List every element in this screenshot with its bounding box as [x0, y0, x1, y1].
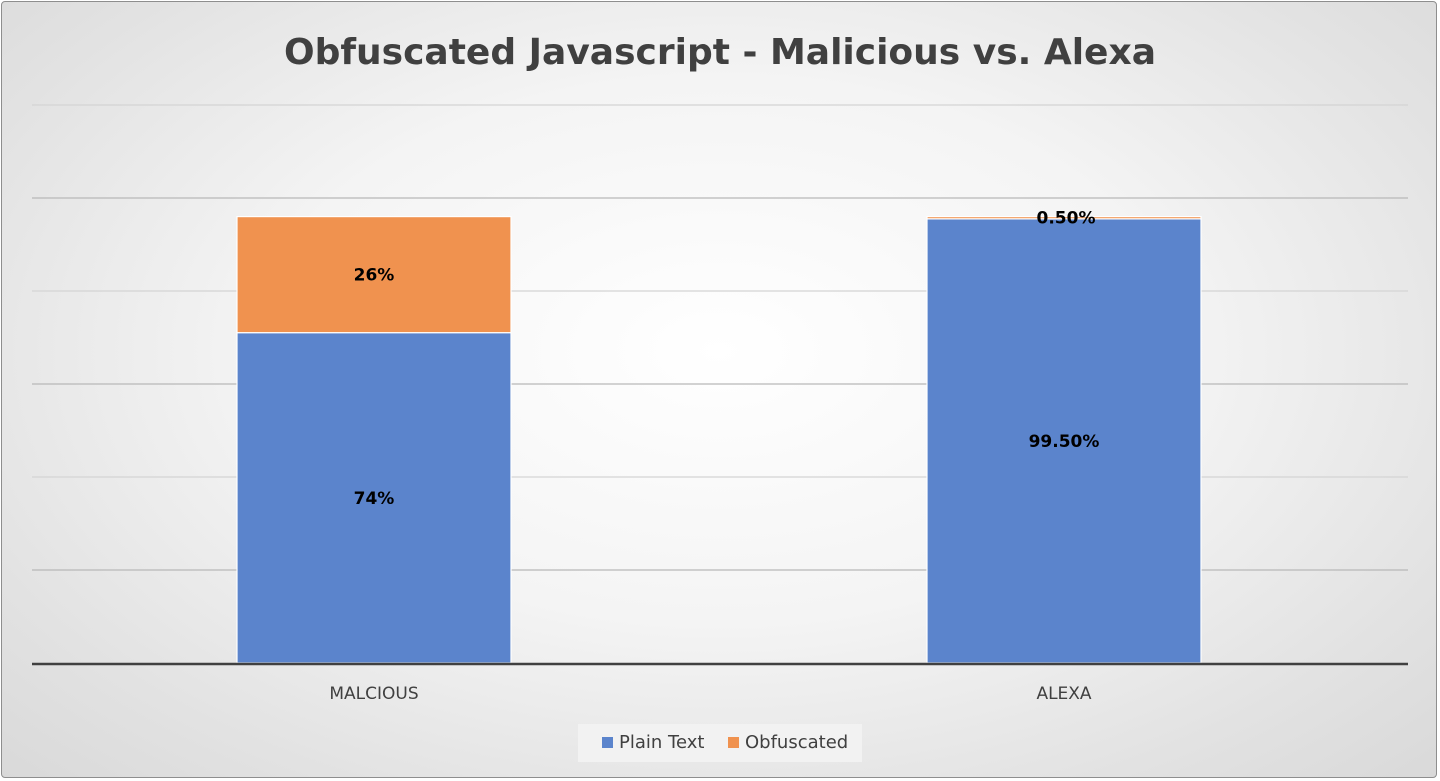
bar-obfuscated-alexa — [926, 216, 1202, 220]
category-labels: MALCIOUS ALEXA — [329, 684, 1092, 704]
bar-obfuscated-malcious — [236, 216, 512, 334]
legend-label: Plain Text — [619, 732, 704, 753]
bar-plain-text-malcious — [236, 332, 512, 664]
data-labels: 74% 26% 99.50% 0.50% — [354, 209, 1100, 509]
data-label: 99.50% — [1029, 432, 1100, 452]
legend-label: Obfuscated — [745, 732, 848, 753]
x-tick-label: MALCIOUS — [329, 684, 418, 704]
chart-title: Obfuscated Javascript - Malicious vs. Al… — [284, 32, 1156, 73]
bars — [236, 216, 1202, 664]
data-label: 0.50% — [1037, 209, 1096, 229]
legend-box — [578, 724, 862, 762]
legend-swatch — [602, 737, 613, 748]
x-tick-label: ALEXA — [1036, 684, 1091, 704]
data-label: 74% — [354, 489, 395, 509]
legend-swatch — [728, 737, 739, 748]
data-label: 26% — [354, 266, 395, 286]
legend: Plain Text Obfuscated — [578, 724, 862, 762]
bar-plain-text-alexa — [926, 218, 1202, 664]
